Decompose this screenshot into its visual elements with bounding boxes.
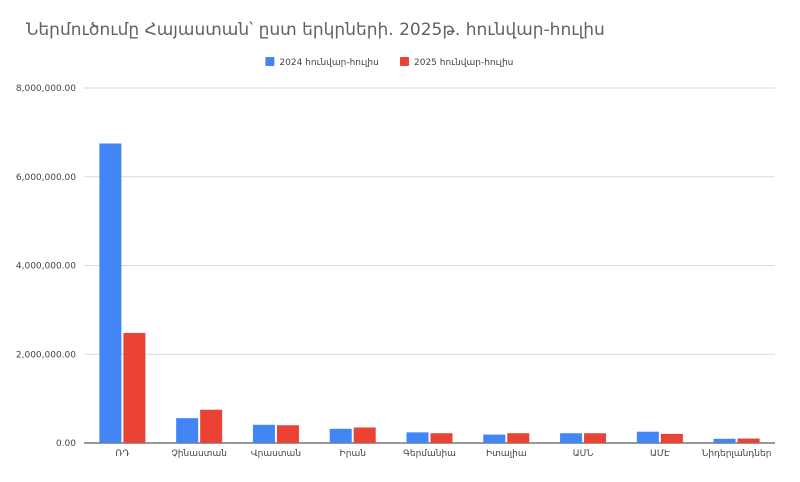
bar [123, 332, 146, 443]
x-tick-label: Իրան [340, 449, 366, 459]
bar [584, 433, 607, 443]
y-tick-label: 4,000,000.00 [16, 262, 76, 272]
y-tick-label: 0.00 [56, 439, 76, 449]
x-tick-label: Գերմանիա [403, 449, 456, 459]
x-tick-label: ՌԴ [115, 449, 129, 459]
y-tick-label: 8,000,000.00 [16, 84, 76, 94]
bar [636, 431, 659, 443]
bar [430, 433, 453, 443]
x-tick-label: Չինաստան [171, 449, 227, 459]
y-tick-label: 2,000,000.00 [16, 350, 76, 360]
legend-swatch [265, 57, 275, 66]
x-tick-label: Իտալիա [486, 449, 527, 459]
bar [276, 425, 299, 443]
x-tick-label: ԱՄՆ [573, 449, 594, 459]
bar [200, 409, 223, 443]
bar [406, 432, 429, 443]
bar [176, 418, 199, 443]
bar [483, 434, 506, 443]
x-tick-label: ԱՄԷ [650, 449, 670, 459]
bar [252, 424, 275, 443]
chart-title: Ներմուծումը Հայաստան՝ ըստ երկրների. 2025… [26, 20, 605, 40]
bar [713, 438, 736, 443]
x-tick-label: Նիդերլանդներ [702, 449, 772, 459]
bar [99, 143, 122, 443]
bar [560, 433, 583, 443]
bar [737, 438, 760, 443]
y-tick-label: 6,000,000.00 [16, 173, 76, 183]
x-tick-label: Վրաստան [251, 449, 301, 459]
legend-swatch [400, 57, 409, 66]
bar [329, 428, 352, 443]
bar [507, 433, 530, 443]
bar [353, 427, 376, 443]
legend-label: 2024 հունվար-հուլիս [279, 58, 378, 68]
bar [660, 433, 683, 443]
legend-label: 2025 հունվար-հուլիս [414, 58, 513, 68]
